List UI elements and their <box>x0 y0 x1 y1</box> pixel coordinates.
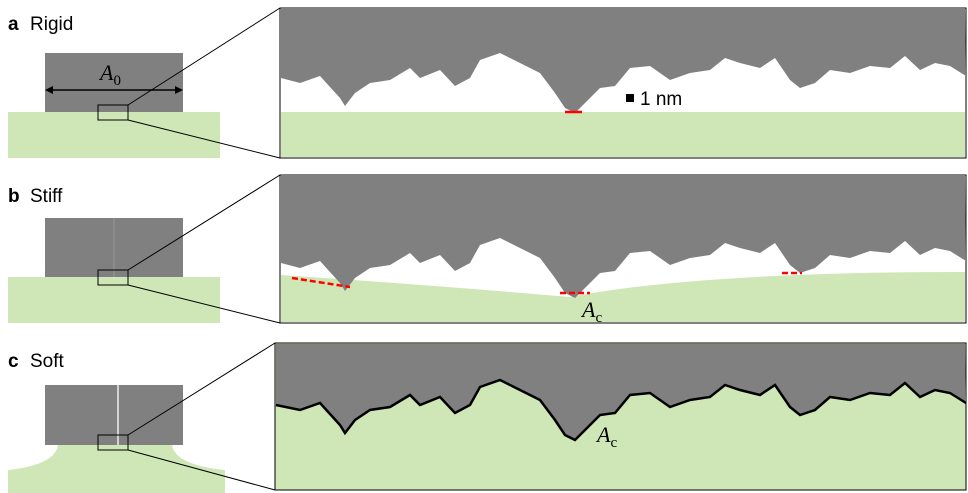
panel-label: Rigid <box>30 14 73 35</box>
figure: a Rigid b Stiff c Soft A0 1 nm Ac Ac <box>0 0 968 493</box>
symbol: A <box>595 422 611 447</box>
symbol: A <box>580 297 596 322</box>
panel-label: Stiff <box>30 186 63 207</box>
panel-letter: a <box>8 14 19 35</box>
subscript: c <box>610 435 617 451</box>
panel-label: Soft <box>30 351 65 372</box>
substrate <box>281 112 965 157</box>
substrate <box>8 445 225 493</box>
subscript: c <box>595 310 602 326</box>
layer <box>8 8 966 493</box>
panel-letter: c <box>8 351 19 372</box>
block <box>45 385 183 445</box>
panel-letter: b <box>8 186 20 207</box>
scale-bar <box>626 94 634 102</box>
scale-bar-label: 1 nm <box>640 89 682 110</box>
symbol: A <box>98 60 114 85</box>
subscript: 0 <box>113 73 121 89</box>
